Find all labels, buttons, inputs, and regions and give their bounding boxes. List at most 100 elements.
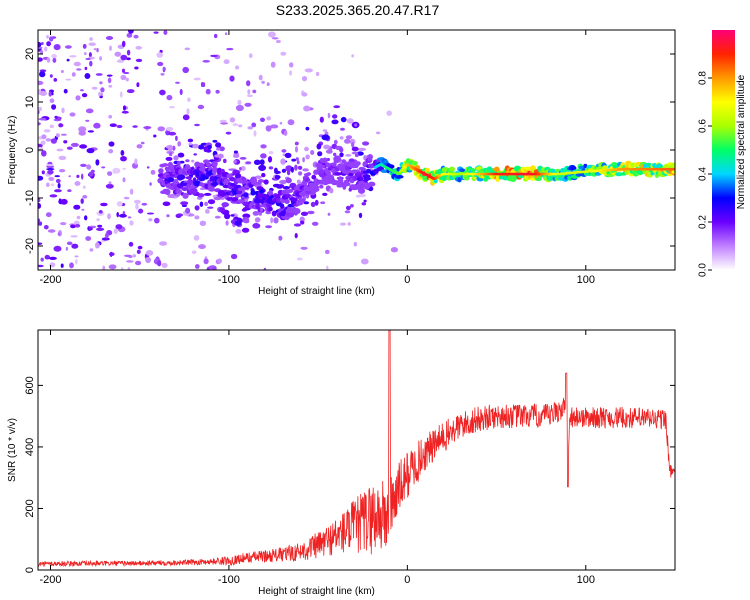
noise-blob <box>225 131 232 135</box>
snr-series-line <box>38 330 675 568</box>
noise-blob <box>95 73 103 76</box>
noise-blob <box>329 187 334 194</box>
noise-blob <box>105 183 114 189</box>
noise-blob <box>275 175 281 180</box>
noise-blob <box>123 254 132 257</box>
noise-blob <box>182 114 190 121</box>
noise-blob <box>40 140 46 145</box>
noise-blob <box>274 167 278 174</box>
carrier-blob <box>487 166 493 171</box>
noise-blob <box>126 49 131 56</box>
carrier-blob <box>255 203 261 210</box>
noise-blob <box>120 74 127 81</box>
carrier-blob <box>287 188 294 193</box>
noise-blob <box>161 262 168 268</box>
noise-blob <box>71 72 76 77</box>
noise-blob <box>74 255 79 258</box>
noise-blob <box>116 211 119 218</box>
noise-blob <box>56 133 60 138</box>
noise-blob <box>296 257 303 261</box>
noise-blob <box>226 47 234 51</box>
noise-blob <box>84 215 88 221</box>
carrier-blob <box>209 186 215 190</box>
noise-blob <box>109 123 117 127</box>
noise-blob <box>247 89 251 95</box>
carrier-blob <box>291 198 298 202</box>
noise-blob <box>194 205 200 211</box>
noise-blob <box>241 208 247 212</box>
noise-blob <box>273 217 279 224</box>
carrier-blob <box>334 172 342 176</box>
noise-blob <box>303 105 311 112</box>
noise-blob <box>223 59 230 65</box>
snr-xlabel: Height of straight line (km) <box>258 586 375 597</box>
noise-blob <box>304 68 313 73</box>
noise-blob <box>191 250 197 254</box>
spectrogram-xtick-label: -200 <box>39 274 61 286</box>
noise-blob <box>239 167 242 171</box>
noise-blob <box>268 151 274 155</box>
noise-blob <box>135 58 143 63</box>
noise-blob <box>39 50 44 55</box>
noise-blob <box>121 68 126 73</box>
carrier-blob <box>362 174 371 179</box>
noise-blob <box>316 143 322 150</box>
noise-blob <box>38 242 43 245</box>
noise-blob <box>38 203 42 209</box>
noise-blob <box>254 217 261 223</box>
spectrogram-ytick-label: 10 <box>24 96 36 108</box>
noise-blob <box>267 156 273 163</box>
noise-blob <box>263 267 267 270</box>
noise-blob <box>307 210 315 215</box>
noise-blob <box>108 149 114 154</box>
noise-blob <box>322 192 328 196</box>
noise-blob <box>235 65 240 70</box>
carrier-blob <box>220 191 227 197</box>
noise-blob <box>60 263 64 268</box>
carrier-blob <box>258 193 264 199</box>
noise-blob <box>214 33 218 39</box>
snr-xtick-label: 100 <box>577 574 595 586</box>
noise-blob <box>61 107 65 114</box>
colorbar-tick-label: 0.8 <box>698 71 709 85</box>
noise-blob <box>50 138 58 144</box>
noise-blob <box>96 218 100 222</box>
noise-blob <box>51 54 57 59</box>
noise-blob <box>57 232 61 236</box>
noise-blob <box>93 48 97 51</box>
noise-blob <box>41 150 47 157</box>
noise-blob <box>212 139 218 143</box>
noise-blob <box>282 186 291 190</box>
noise-blob <box>277 184 285 188</box>
noise-blob <box>129 188 134 195</box>
carrier-blob <box>257 179 265 183</box>
noise-blob <box>258 74 263 81</box>
noise-blob <box>376 131 381 135</box>
carrier-blob <box>358 180 365 185</box>
noise-blob <box>215 142 222 148</box>
noise-blob <box>116 59 125 63</box>
noise-blob <box>240 166 246 171</box>
noise-blob <box>105 232 109 239</box>
noise-blob <box>311 221 319 226</box>
noise-blob <box>88 42 96 46</box>
noise-blob <box>235 193 242 198</box>
noise-blob <box>49 74 53 78</box>
carrier-blob <box>343 181 351 187</box>
noise-blob <box>253 130 257 137</box>
noise-blob <box>233 154 240 158</box>
noise-blob <box>65 246 69 251</box>
noise-blob <box>259 207 264 212</box>
noise-blob <box>232 123 239 127</box>
noise-blob <box>213 196 222 201</box>
noise-blob <box>44 254 50 260</box>
noise-blob <box>300 246 308 250</box>
carrier-blob <box>189 188 198 195</box>
noise-blob <box>50 183 55 186</box>
noise-blob <box>351 142 355 148</box>
noise-blob <box>100 87 105 93</box>
noise-blob <box>38 175 44 181</box>
carrier-blob <box>181 187 189 191</box>
noise-blob <box>260 153 267 159</box>
